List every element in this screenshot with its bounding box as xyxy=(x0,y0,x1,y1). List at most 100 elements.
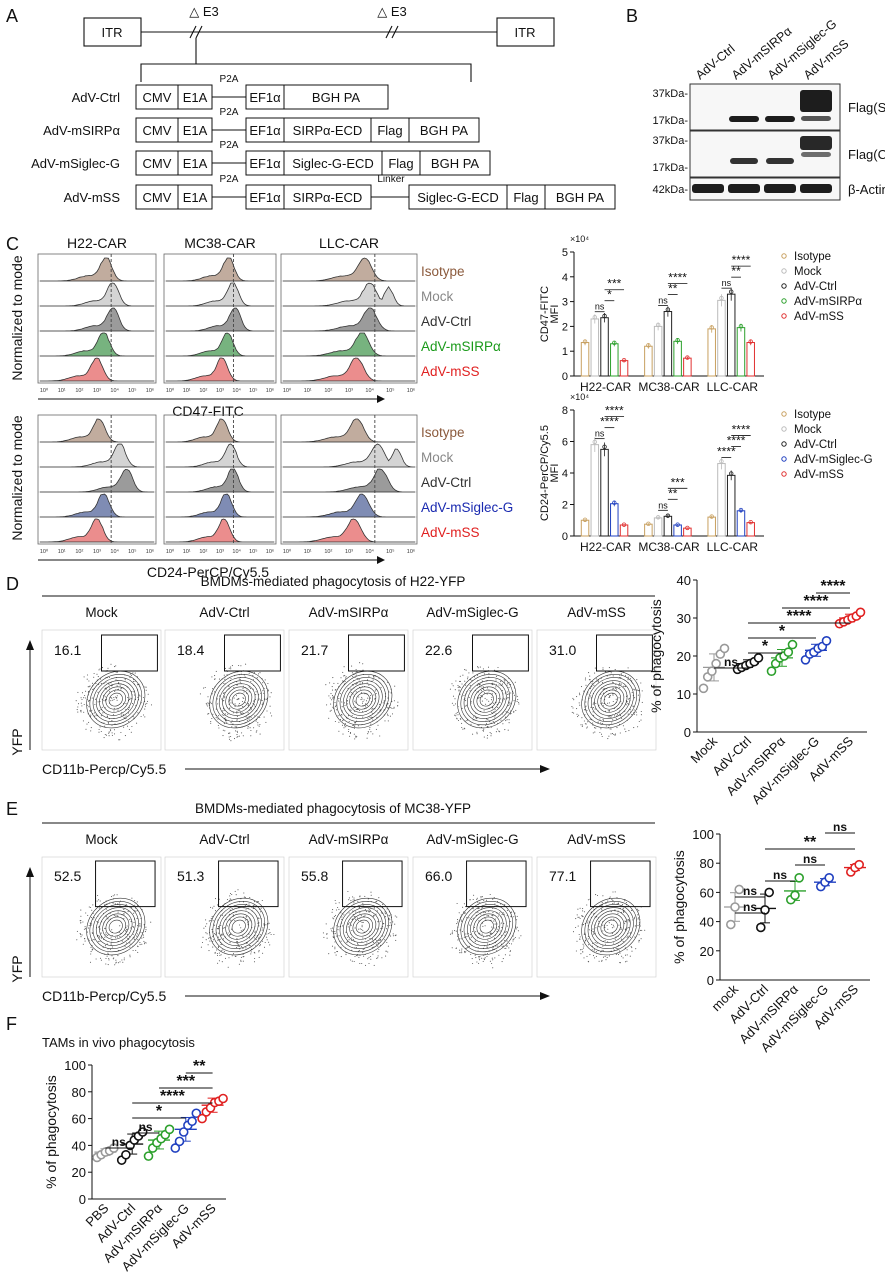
event-dot xyxy=(263,716,265,718)
event-dot xyxy=(397,705,399,707)
significance-label: ns xyxy=(743,900,757,914)
event-dot xyxy=(130,731,132,733)
event-dot xyxy=(376,910,379,912)
gate-box xyxy=(95,860,156,908)
event-dot xyxy=(338,926,340,928)
event-dot xyxy=(343,666,345,668)
event-dot xyxy=(110,663,112,665)
event-dot xyxy=(80,709,82,711)
event-dot xyxy=(222,938,225,940)
event-dot xyxy=(347,703,349,705)
event-dot xyxy=(230,668,232,670)
event-dot xyxy=(255,691,257,693)
event-dot xyxy=(339,693,341,695)
event-dot xyxy=(125,931,127,933)
data-point xyxy=(178,1127,189,1137)
event-dot xyxy=(227,713,229,715)
y-axis-arrowhead xyxy=(26,640,34,650)
event-dot xyxy=(345,931,347,933)
event-dot xyxy=(472,908,474,910)
exp-tick-label: 10¹ xyxy=(183,388,191,394)
event-dot xyxy=(628,698,630,700)
panel-f-dot-plot: TAMs in vivo phagocytosis 020406080100% … xyxy=(42,1035,228,1274)
event-dot xyxy=(355,911,357,913)
data-point xyxy=(191,1108,202,1119)
event-dot xyxy=(582,908,584,910)
event-dot xyxy=(81,934,83,936)
event-dot xyxy=(100,715,102,717)
histogram-legend-label: Isotype xyxy=(421,425,465,440)
event-dot xyxy=(602,895,604,897)
event-dot xyxy=(451,930,453,932)
data-point xyxy=(854,859,865,870)
event-dot xyxy=(218,715,220,717)
event-dot xyxy=(633,713,635,715)
event-dot xyxy=(334,946,336,948)
event-dot xyxy=(614,733,617,735)
event-dot xyxy=(466,704,468,706)
event-dot xyxy=(250,688,252,690)
event-dot xyxy=(262,690,264,692)
event-dot xyxy=(258,951,260,953)
event-dot xyxy=(387,707,389,709)
event-dot xyxy=(334,948,336,950)
event-dot xyxy=(637,726,639,728)
event-dot xyxy=(459,949,461,951)
event-dot xyxy=(216,698,218,700)
event-dot xyxy=(461,722,463,724)
significance-label: * xyxy=(779,623,786,640)
event-dot xyxy=(376,928,378,930)
event-dot xyxy=(595,702,597,705)
blot-label: Flag(Sup) xyxy=(848,100,885,115)
event-dot xyxy=(221,961,223,963)
event-dot xyxy=(81,705,83,707)
bar xyxy=(580,519,590,537)
event-dot xyxy=(107,667,109,669)
event-dot xyxy=(231,726,233,728)
event-dot xyxy=(590,706,592,708)
event-dot xyxy=(486,914,488,917)
event-dot xyxy=(367,898,369,900)
event-dot xyxy=(370,955,372,958)
y-tick-label: 60 xyxy=(72,1112,86,1127)
event-dot xyxy=(620,938,623,940)
event-dot xyxy=(115,915,117,917)
event-dot xyxy=(472,962,474,965)
flow-row-title: BMDMs-mediated phagocytosis of H22-YFP xyxy=(201,574,466,589)
event-dot xyxy=(242,688,244,690)
event-dot xyxy=(514,681,516,683)
event-dot xyxy=(217,945,219,948)
event-dot xyxy=(375,943,377,945)
exp-tick-label: 10¹ xyxy=(58,549,66,555)
construct-segment-label: CMV xyxy=(143,123,172,138)
event-dot xyxy=(340,940,342,942)
western-band xyxy=(729,116,759,122)
event-dot xyxy=(607,716,609,718)
event-dot xyxy=(137,939,139,941)
event-dot xyxy=(480,895,482,898)
event-dot xyxy=(470,700,472,702)
y-tick-label: 10 xyxy=(677,687,691,702)
event-dot xyxy=(235,894,237,896)
significance-label: ns xyxy=(658,296,668,306)
event-dot xyxy=(238,963,240,965)
y-tick-label: 80 xyxy=(700,856,714,871)
event-dot xyxy=(211,928,213,931)
event-dot xyxy=(145,686,147,688)
event-dot xyxy=(92,904,94,906)
event-dot xyxy=(578,933,580,936)
event-dot xyxy=(259,733,261,735)
event-dot xyxy=(387,945,389,947)
event-dot xyxy=(628,921,630,923)
event-dot xyxy=(499,912,501,914)
construct-segment-label: EF1α xyxy=(249,156,281,171)
event-dot xyxy=(88,940,90,942)
legend-label: AdV-mSiglec-G xyxy=(794,454,873,466)
event-dot xyxy=(461,950,463,952)
event-dot xyxy=(362,902,364,904)
event-dot xyxy=(479,666,481,668)
event-dot xyxy=(133,691,135,693)
event-dot xyxy=(247,727,249,729)
event-dot xyxy=(612,700,614,703)
y-axis-title: YFP xyxy=(9,955,25,982)
